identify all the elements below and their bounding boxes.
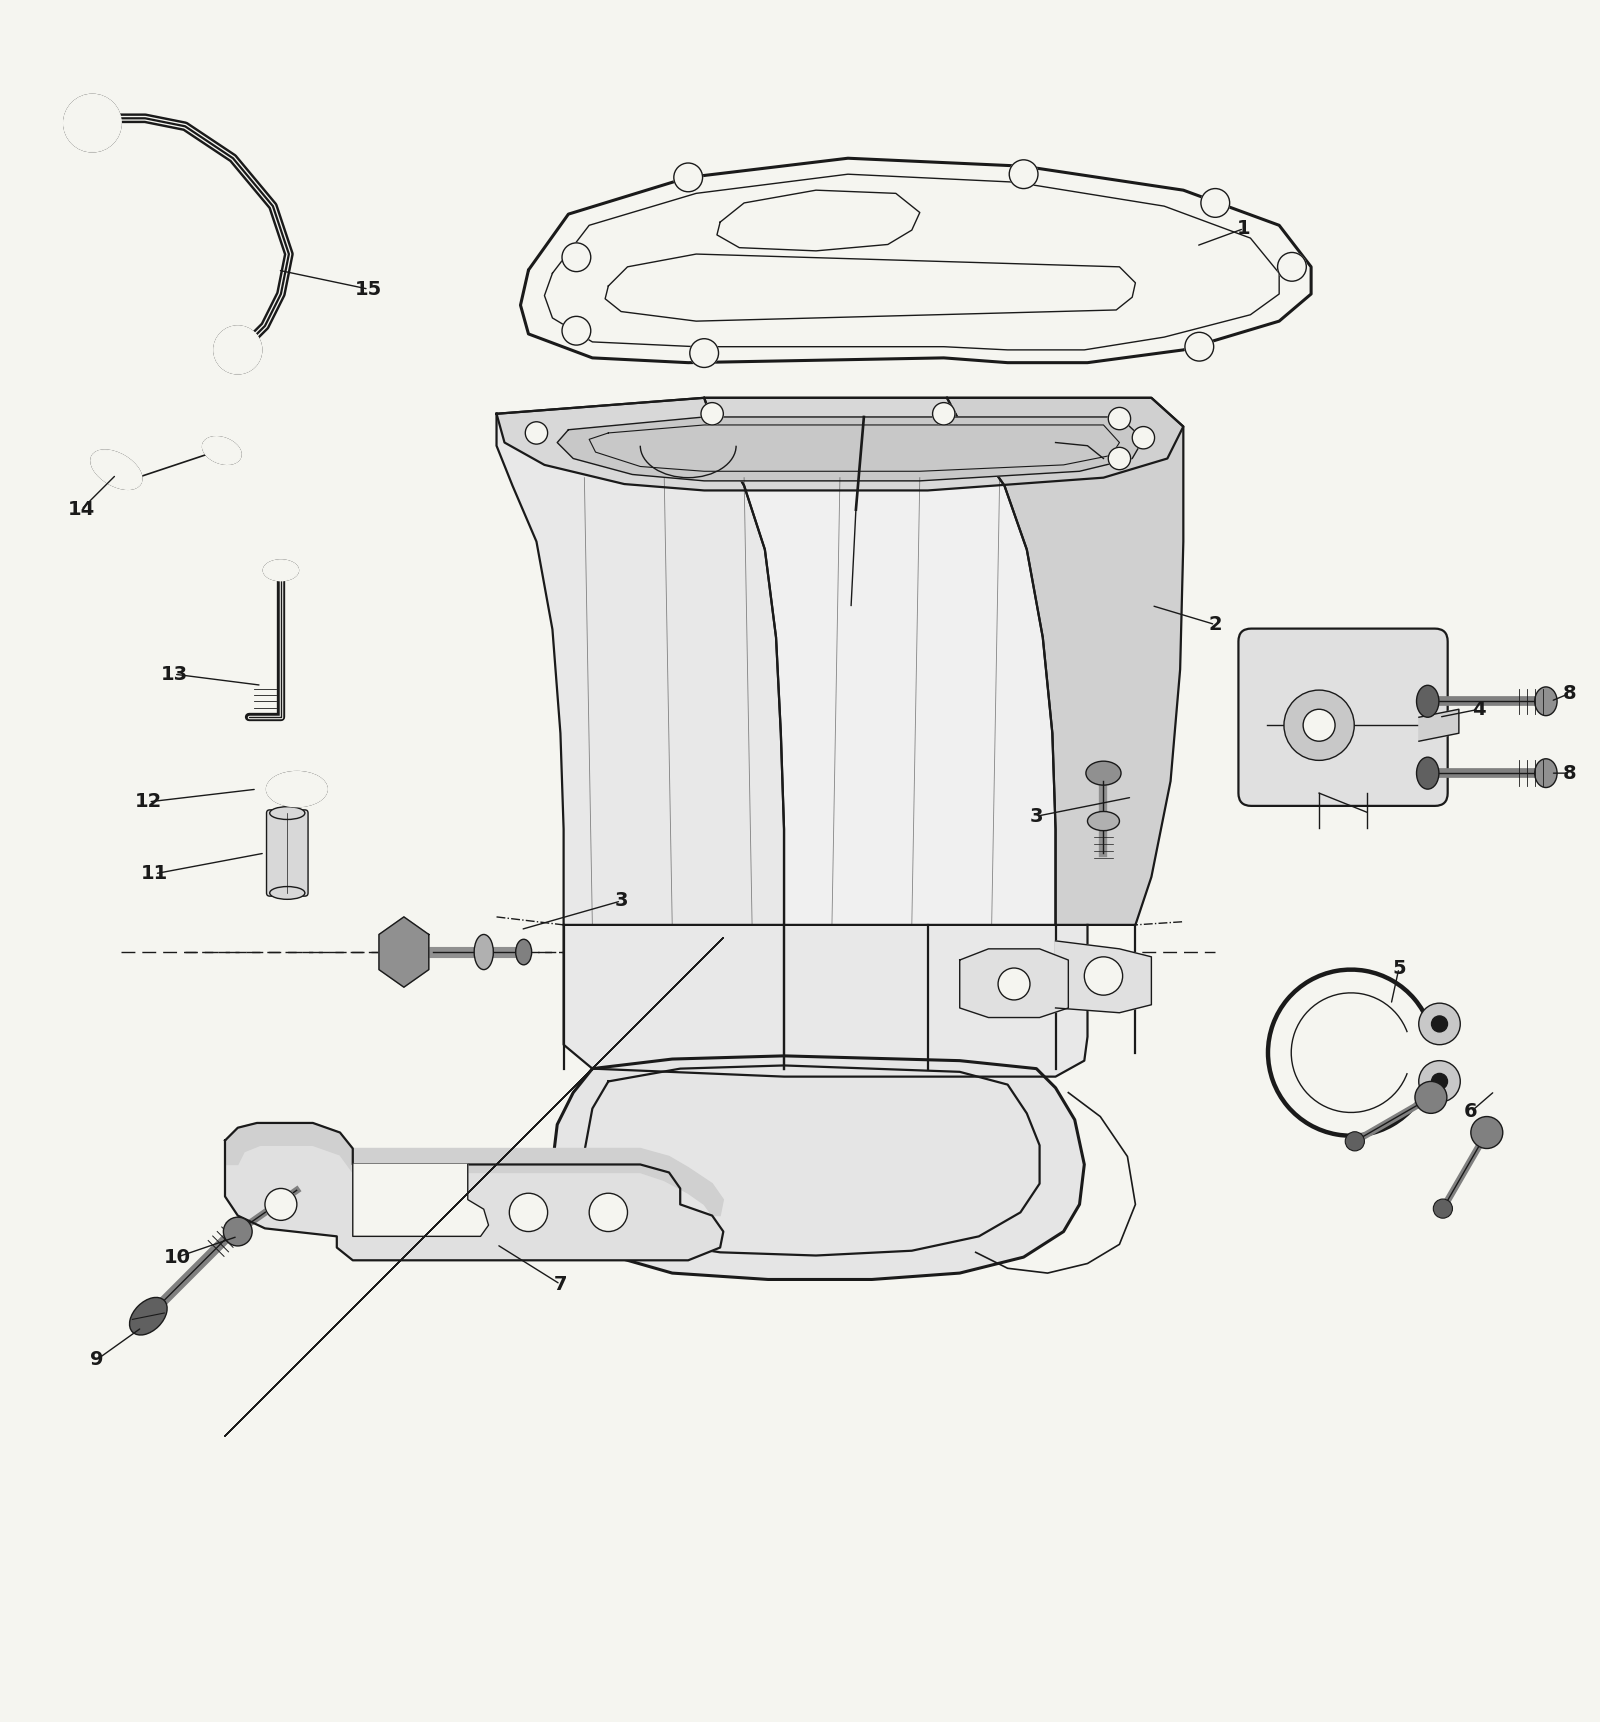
Circle shape — [224, 1217, 253, 1247]
Circle shape — [1109, 408, 1131, 430]
Ellipse shape — [203, 437, 242, 465]
Circle shape — [1434, 1199, 1453, 1217]
Circle shape — [266, 1188, 298, 1221]
Ellipse shape — [130, 1297, 166, 1335]
Ellipse shape — [1534, 759, 1557, 787]
Circle shape — [1432, 1016, 1448, 1031]
Ellipse shape — [264, 560, 299, 580]
Ellipse shape — [1416, 685, 1438, 718]
Circle shape — [1419, 1061, 1461, 1102]
Polygon shape — [717, 189, 920, 251]
Circle shape — [1432, 1073, 1448, 1090]
Circle shape — [1419, 1004, 1461, 1045]
Circle shape — [1470, 1116, 1502, 1149]
Ellipse shape — [270, 887, 306, 899]
Circle shape — [998, 968, 1030, 1000]
Circle shape — [701, 403, 723, 425]
Circle shape — [562, 317, 590, 344]
Text: 3: 3 — [614, 892, 627, 911]
Text: 6: 6 — [1464, 1102, 1478, 1121]
Text: 15: 15 — [355, 279, 382, 298]
Ellipse shape — [1534, 687, 1557, 716]
Polygon shape — [496, 398, 784, 925]
Polygon shape — [520, 158, 1310, 363]
Text: 8: 8 — [1563, 684, 1576, 703]
Text: 4: 4 — [1472, 699, 1486, 718]
Circle shape — [214, 325, 262, 374]
FancyBboxPatch shape — [267, 809, 309, 895]
Ellipse shape — [91, 449, 142, 489]
Text: 9: 9 — [91, 1350, 104, 1369]
Circle shape — [1010, 160, 1038, 189]
Text: 12: 12 — [134, 792, 162, 811]
Polygon shape — [352, 1164, 488, 1236]
Circle shape — [1283, 691, 1354, 761]
Text: 1: 1 — [1237, 219, 1251, 238]
Polygon shape — [379, 916, 429, 987]
FancyBboxPatch shape — [1238, 629, 1448, 806]
Circle shape — [562, 243, 590, 272]
Polygon shape — [226, 1123, 723, 1216]
Polygon shape — [1419, 709, 1459, 740]
Circle shape — [1085, 957, 1123, 995]
Polygon shape — [226, 1123, 723, 1261]
Circle shape — [1346, 1131, 1365, 1150]
Text: 8: 8 — [1563, 763, 1576, 784]
Ellipse shape — [1086, 761, 1122, 785]
Circle shape — [272, 561, 291, 580]
Circle shape — [509, 1193, 547, 1231]
Text: 14: 14 — [67, 499, 94, 518]
Polygon shape — [496, 398, 1184, 491]
Polygon shape — [1056, 940, 1152, 1013]
Polygon shape — [605, 255, 1136, 320]
Text: 7: 7 — [554, 1274, 566, 1293]
Text: 2: 2 — [1208, 615, 1222, 634]
Circle shape — [690, 339, 718, 367]
Polygon shape — [704, 398, 1056, 925]
Polygon shape — [557, 417, 1144, 480]
Circle shape — [525, 422, 547, 444]
Ellipse shape — [1088, 811, 1120, 830]
Circle shape — [64, 95, 122, 152]
Text: 5: 5 — [1392, 959, 1406, 978]
Ellipse shape — [270, 806, 306, 820]
Text: 11: 11 — [141, 864, 168, 883]
Text: 10: 10 — [163, 1248, 190, 1267]
Ellipse shape — [474, 935, 493, 969]
Circle shape — [674, 164, 702, 191]
Polygon shape — [552, 1056, 1085, 1279]
Circle shape — [1277, 253, 1306, 281]
Ellipse shape — [515, 938, 531, 964]
Polygon shape — [563, 925, 1088, 1076]
Circle shape — [1109, 448, 1131, 470]
Circle shape — [1202, 189, 1230, 217]
Circle shape — [1133, 427, 1155, 449]
Polygon shape — [960, 949, 1069, 1018]
Circle shape — [1302, 709, 1334, 740]
Circle shape — [933, 403, 955, 425]
Circle shape — [1414, 1081, 1446, 1114]
Text: 3: 3 — [1030, 808, 1043, 827]
Ellipse shape — [267, 771, 328, 806]
Ellipse shape — [1416, 758, 1438, 789]
Polygon shape — [947, 398, 1184, 925]
Circle shape — [1186, 332, 1214, 362]
Circle shape — [589, 1193, 627, 1231]
Text: 13: 13 — [160, 665, 187, 684]
